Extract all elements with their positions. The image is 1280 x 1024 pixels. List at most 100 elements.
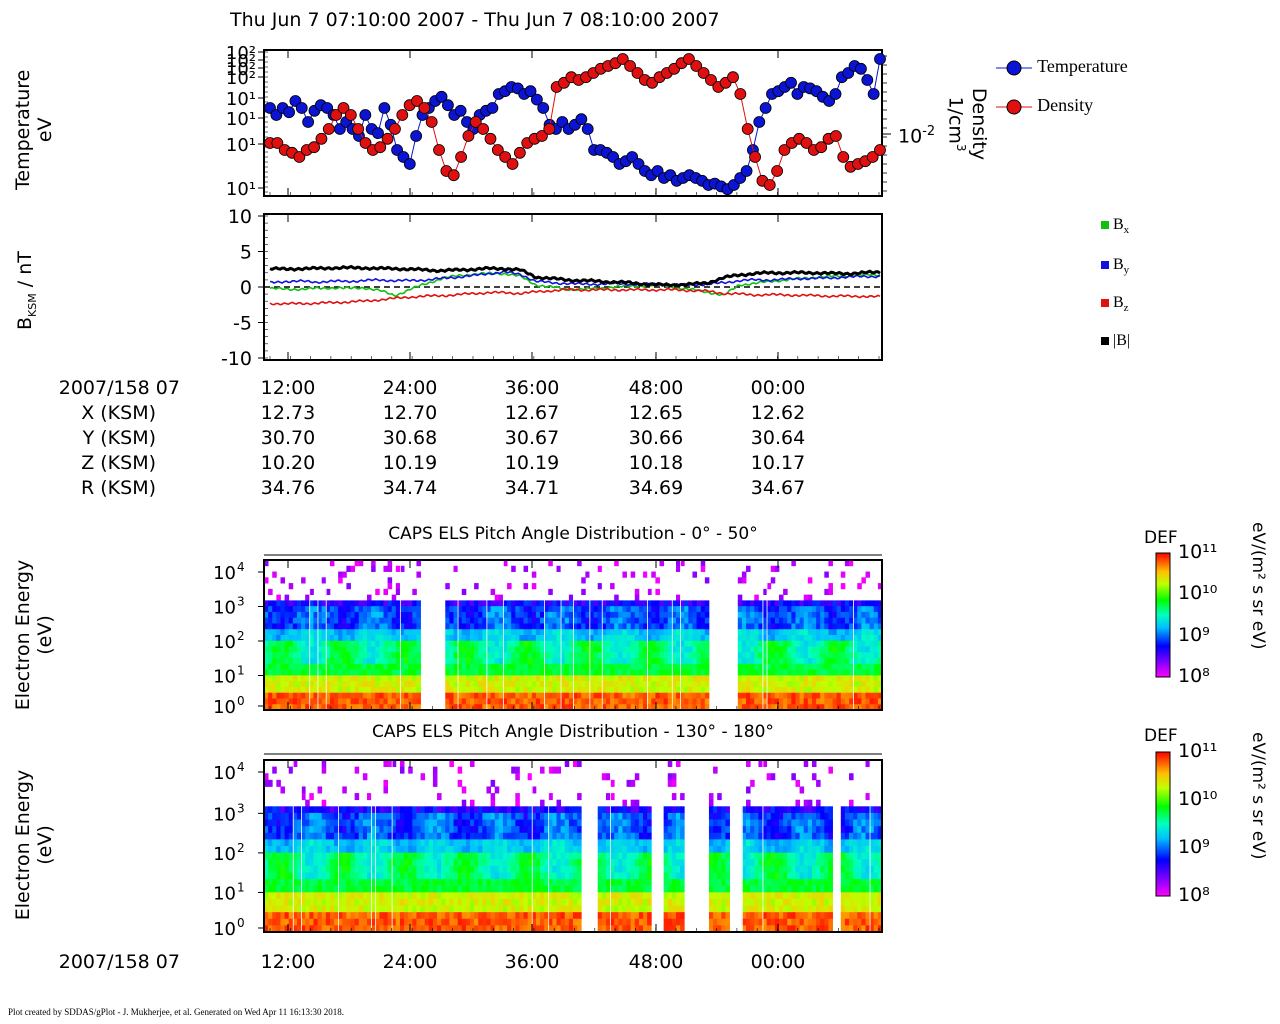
spectrogram-cell	[412, 852, 417, 860]
spectrogram-cell	[391, 918, 397, 926]
spectrogram-cell	[577, 812, 582, 820]
spectrogram-cell	[317, 652, 323, 659]
temperature-tick-label: 10²	[226, 43, 256, 64]
spectrogram-cell	[494, 812, 500, 820]
spectrogram-cell	[362, 826, 368, 834]
spectrogram-cell	[667, 600, 673, 607]
spectrogram-cell	[305, 686, 310, 694]
spectrogram-cell	[581, 704, 586, 711]
bmag-line	[269, 264, 881, 288]
spectrogram-cell	[280, 692, 285, 699]
spectrogram-cell	[692, 681, 697, 688]
spectrogram-cell	[362, 698, 368, 705]
spectrogram-cell	[346, 905, 351, 913]
spectrogram-cell	[560, 675, 566, 682]
spectrogram-cell	[741, 675, 747, 682]
spectrogram-cell	[317, 865, 323, 873]
spectrogram-cell	[667, 606, 673, 613]
spectrogram-cell	[478, 629, 483, 636]
spectrogram-cell	[766, 698, 772, 705]
spectrogram-cell	[676, 635, 681, 642]
temperature-point	[359, 109, 372, 121]
spectrogram-cell	[292, 905, 298, 913]
spectrogram-cell	[317, 918, 323, 926]
spectrogram-cell	[523, 669, 529, 676]
spectrogram-cell	[568, 652, 574, 659]
spectrogram-cell	[292, 806, 298, 814]
spectrogram-cell	[601, 606, 607, 613]
spectrogram-cell	[358, 663, 364, 671]
spectrogram-cell	[445, 865, 450, 873]
spectrogram-cell	[367, 885, 372, 893]
spectrogram-cell	[383, 646, 388, 653]
spectrogram-cell	[523, 912, 529, 920]
spectrogram-cell	[288, 629, 294, 636]
spectrogram-cell	[774, 646, 780, 653]
spectrogram-cell	[465, 658, 471, 665]
spectrogram-cell	[362, 839, 368, 847]
spectrogram-cell	[766, 611, 772, 619]
spectrogram-cell	[741, 692, 747, 699]
spectrogram-cell	[659, 704, 665, 711]
spectrogram-cell	[317, 885, 323, 893]
spectrogram-cell	[486, 646, 491, 653]
spectrogram-cell	[564, 623, 570, 630]
spectrogram-cell	[342, 879, 347, 887]
spectrogram-cell	[457, 839, 463, 847]
spectrogram-cell	[704, 675, 710, 682]
spectrogram-cell	[610, 704, 615, 711]
spectrogram-cell	[601, 872, 607, 880]
spectrogram-cell	[634, 872, 640, 880]
spectrogram-cell	[367, 623, 372, 630]
spectrogram-cell	[470, 686, 475, 694]
spectrogram-cell	[470, 640, 475, 647]
spectrogram-cell	[399, 912, 405, 920]
spectrogram-cell	[552, 640, 557, 647]
spectrogram-cell	[799, 658, 805, 665]
spectrogram-cell	[552, 675, 557, 682]
spectrogram-cell	[280, 879, 285, 887]
spectrogram-cell	[610, 912, 615, 920]
spectrogram-cell	[399, 846, 405, 854]
spectrogram-cell	[272, 872, 277, 880]
spectrogram-cell	[342, 819, 347, 827]
spectrogram-cell	[548, 640, 553, 647]
spectrogram-cell	[626, 681, 632, 688]
spectrogram-cell	[552, 905, 557, 913]
spectrogram-cell	[334, 826, 339, 834]
spectrogram-cell	[844, 704, 850, 711]
spectrogram-cell	[375, 905, 380, 913]
spectrogram-cell	[564, 692, 570, 699]
spectrogram-cell	[519, 704, 524, 711]
spectrogram-cell	[313, 905, 318, 913]
spectrogram-cell	[511, 623, 516, 630]
spectrogram-cell	[358, 806, 364, 814]
spectrogram-cell	[511, 658, 516, 665]
spectrogram-cell	[498, 806, 504, 814]
temperature-point	[410, 130, 423, 142]
spectrogram-cell	[523, 832, 529, 840]
spectrogram-cell	[313, 846, 318, 854]
spectrogram-cell	[284, 606, 290, 613]
spectrogram-cell	[296, 812, 302, 820]
spectrogram-cell	[638, 646, 644, 653]
spectrogram-cell	[465, 611, 471, 619]
spectrogram-cell	[511, 565, 516, 572]
density-point	[866, 151, 879, 163]
spectrogram-cell	[334, 852, 339, 860]
spectrogram-cell	[820, 704, 825, 711]
spectrogram-gap-line	[371, 760, 372, 932]
spectrogram-cell	[350, 646, 356, 653]
spectrogram-cell	[754, 663, 759, 671]
spectrogram-cell	[453, 565, 459, 572]
spectrogram-cell	[301, 658, 306, 665]
spectrogram-cell	[358, 925, 364, 933]
spectrogram-cell	[321, 925, 327, 933]
spectrogram-cell	[643, 635, 648, 642]
spectrogram-gap-line	[325, 560, 327, 710]
spectrogram-cell	[482, 892, 487, 900]
spectrogram-cell	[564, 846, 570, 854]
spectrogram-cell	[321, 885, 327, 893]
spectrogram-cell	[367, 669, 372, 676]
spectrogram-cell	[474, 669, 479, 676]
